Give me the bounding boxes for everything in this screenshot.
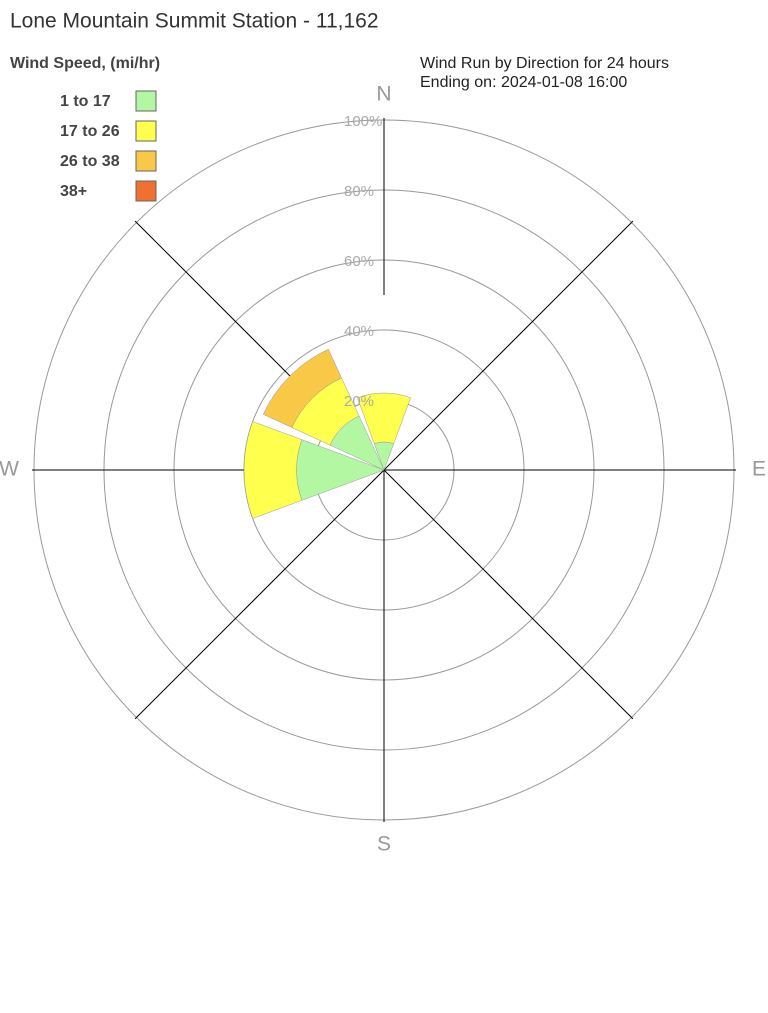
- spoke: [134, 469, 385, 720]
- direction-label: E: [752, 458, 766, 481]
- spoke: [383, 220, 634, 471]
- r-tick-label: 100%: [344, 113, 382, 130]
- spoke: [383, 469, 634, 720]
- r-tick-label: 20%: [344, 393, 374, 410]
- r-tick-label: 80%: [344, 183, 374, 200]
- wedge-segment: [262, 348, 342, 428]
- direction-label: W: [0, 458, 19, 481]
- subtitle: Wind Run by Direction for 24 hours: [420, 55, 669, 72]
- legend-label: 38+: [60, 183, 87, 200]
- legend-title: Wind Speed, (mi/hr): [10, 55, 160, 72]
- legend-label: 26 to 38: [60, 153, 120, 170]
- legend-swatch: [135, 120, 157, 142]
- legend-swatch: [135, 180, 157, 202]
- r-tick-label: 60%: [344, 253, 374, 270]
- legend-label: 17 to 26: [60, 123, 120, 140]
- legend-swatch: [135, 90, 157, 112]
- wedge-segment: [243, 421, 303, 519]
- legend-label: 1 to 17: [60, 93, 111, 110]
- r-tick-label: 40%: [344, 323, 374, 340]
- legend-swatch: [135, 150, 157, 172]
- direction-label: N: [376, 83, 391, 106]
- direction-label: S: [377, 833, 391, 856]
- subtitle: Ending on: 2024-01-08 16:00: [420, 74, 627, 91]
- wedge-segment: [357, 392, 411, 445]
- chart-title: Lone Mountain Summit Station - 11,162: [10, 10, 379, 33]
